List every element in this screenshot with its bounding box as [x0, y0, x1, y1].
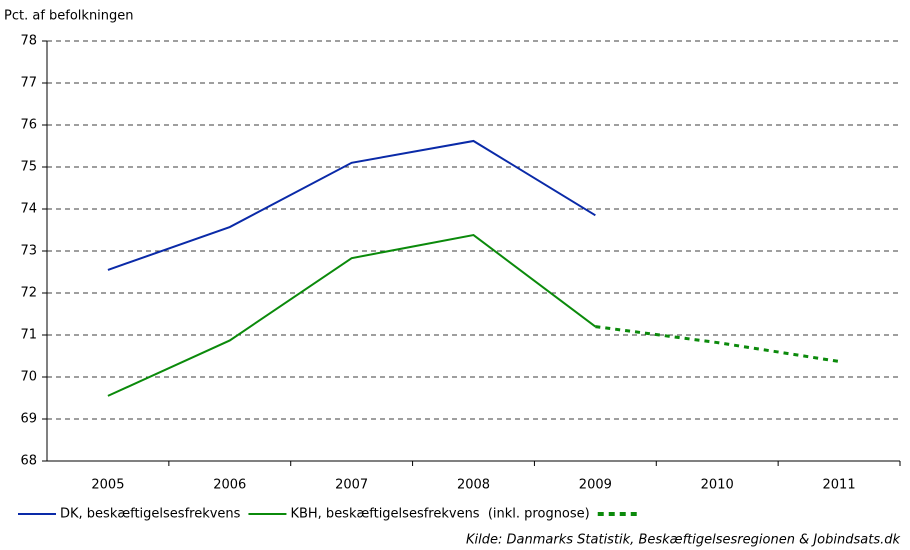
x-tick-label: 2011 — [823, 478, 856, 493]
series-line — [107, 139, 596, 271]
y-tick-label: 68 — [20, 454, 37, 469]
x-tick-label: 2009 — [579, 478, 612, 493]
x-tick-label: 2010 — [701, 478, 734, 493]
y-tick-label: 72 — [20, 286, 37, 301]
legend-label: KBH, beskæftigelsesfrekvens (inkl. progn… — [290, 507, 589, 522]
x-tick-label: 2005 — [91, 478, 124, 493]
series-line — [595, 325, 840, 363]
y-tick-label: 77 — [20, 76, 37, 91]
y-tick-label: 73 — [20, 244, 37, 259]
x-tick-label: 2007 — [335, 478, 368, 493]
x-tick-label: 2008 — [457, 478, 490, 493]
y-tick-label: 70 — [20, 370, 37, 385]
y-axis-label: Pct. af befolkningen — [4, 9, 134, 24]
y-tick-label: 76 — [20, 118, 37, 133]
y-tick-label: 69 — [20, 412, 37, 427]
series-line — [107, 233, 596, 397]
y-tick-label: 71 — [20, 328, 37, 343]
y-tick-label: 75 — [20, 160, 37, 175]
source: Kilde: Danmarks Statistik, Beskæftigelse… — [466, 533, 900, 548]
x-tick-label: 2006 — [213, 478, 246, 493]
y-tick-label: 78 — [20, 34, 37, 49]
legend-label: DK, beskæftigelsesfrekvens — [60, 507, 241, 522]
y-tick-label: 74 — [20, 202, 37, 217]
